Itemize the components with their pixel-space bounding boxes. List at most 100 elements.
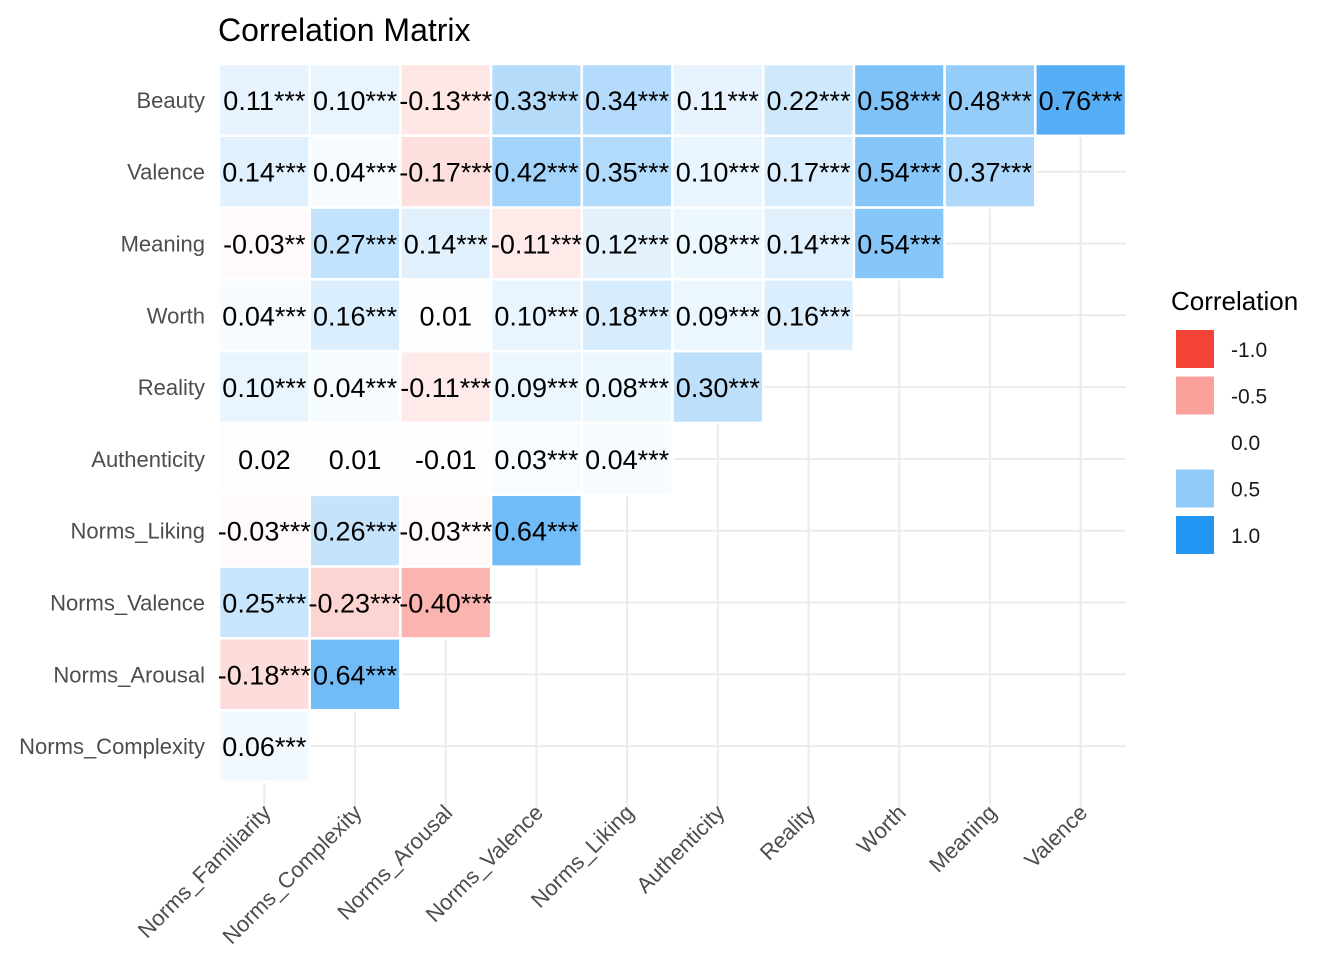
heatmap-cell [580, 421, 674, 497]
cell-value-label: 0.09*** [676, 301, 761, 331]
heatmap-cell [489, 134, 584, 209]
cell-value-label: 0.09*** [494, 373, 579, 403]
cell-value-label: 0.14*** [767, 230, 852, 260]
cell-value-label: 0.03*** [494, 445, 579, 475]
cell-value-label: 0.06*** [222, 732, 307, 762]
y-tick-label: Reality [138, 375, 205, 400]
y-tick-label: Valence [127, 160, 205, 185]
cell-labels: 0.11*** 0.10*** -0.13*** 0.33*** 0.34*** 0.11… [218, 86, 1123, 762]
legend-key [1176, 469, 1214, 508]
cell-value-label: 0.10*** [313, 86, 398, 116]
cell-value-label: -0.23*** [309, 589, 403, 619]
cell-value-label: -0.01 [415, 445, 477, 475]
legend-label: 0.5 [1231, 479, 1260, 502]
legend-key [1176, 376, 1214, 415]
heatmap-cell [489, 421, 584, 497]
heatmap-cell [1034, 62, 1128, 138]
x-tick-label: Meaning [924, 800, 1001, 877]
heatmap-cell [580, 349, 674, 425]
cell-value-label: -0.03*** [399, 517, 493, 547]
cell-value-label: -0.11*** [491, 230, 583, 260]
x-axis-tick-labels: Norms_FamiliarityNorms_ComplexityNorms_A… [133, 800, 1092, 949]
legend-label: 0.0 [1231, 432, 1260, 455]
cell-value-label: 0.42*** [494, 158, 579, 188]
heatmap-cell [852, 206, 946, 281]
heatmap-cell [399, 565, 493, 640]
cell-value-label: -0.40*** [399, 589, 493, 619]
cell-value-label: 0.10*** [222, 373, 307, 403]
cell-value-label: 0.26*** [313, 517, 398, 547]
cell-value-label: 0.33*** [494, 86, 579, 116]
heatmap-cell [489, 278, 584, 353]
heatmap-cell [217, 134, 311, 209]
cell-value-label: 0.30*** [676, 373, 761, 403]
y-tick-label: Meaning [121, 232, 205, 257]
legend-key [1176, 330, 1214, 368]
cell-value-label: 0.58*** [857, 86, 942, 116]
cell-value-label: 0.04*** [313, 158, 398, 188]
y-tick-label: Norms_Liking [71, 519, 206, 544]
y-axis-tick-labels: Beauty Valence Meaning Worth Reality Authenti… [19, 88, 205, 759]
heatmap-cell [308, 637, 402, 712]
cell-value-label: -0.18*** [218, 660, 312, 690]
heatmap-cell [217, 637, 311, 712]
cell-value-label: 0.11*** [223, 86, 306, 116]
cell-value-label: 0.01 [329, 445, 382, 475]
heatmap-cell [399, 62, 493, 138]
heatmap-cell [671, 278, 765, 353]
cell-value-label: 0.22*** [767, 86, 852, 116]
cell-value-label: 0.16*** [767, 301, 852, 331]
cell-value-label: 0.08*** [676, 230, 761, 260]
legend-label: 1.0 [1231, 525, 1260, 548]
cell-value-label: 0.64*** [313, 660, 398, 690]
heatmap-cell [308, 62, 402, 138]
cell-value-label: -0.03** [223, 230, 306, 260]
y-tick-label: Norms_Valence [50, 591, 205, 616]
chart-title: Correlation Matrix [218, 12, 471, 48]
heatmap-cells [217, 62, 1128, 784]
heatmap-cell [852, 62, 946, 138]
cell-value-label: 0.04*** [585, 445, 670, 475]
cell-value-label: -0.13*** [399, 86, 493, 116]
cell-value-label: 0.34*** [585, 86, 670, 116]
cell-value-label: -0.03*** [218, 517, 312, 547]
cell-value-label: 0.54*** [857, 158, 942, 188]
y-tick-label: Norms_Arousal [53, 662, 205, 687]
heatmap-cell [943, 134, 1037, 209]
cell-value-label: 0.25*** [222, 589, 307, 619]
cell-value-label: 0.02 [238, 445, 291, 475]
cell-value-label: 0.54*** [857, 230, 942, 260]
heatmap-cell [399, 134, 493, 209]
legend-label: -1.0 [1231, 339, 1267, 362]
heatmap-cell [308, 349, 402, 425]
cell-value-label: 0.08*** [585, 373, 670, 403]
y-tick-label: Beauty [137, 88, 206, 113]
cell-value-label: 0.27*** [313, 230, 398, 260]
cell-value-label: 0.01 [419, 301, 472, 331]
cell-value-label: 0.04*** [313, 373, 398, 403]
cell-value-label: 0.18*** [585, 301, 670, 331]
legend: Correlation -1.0 -0.5 0.0 0.5 1.0 [1171, 286, 1298, 554]
legend-title: Correlation [1171, 286, 1298, 316]
heatmap-cell [761, 278, 856, 353]
cell-value-label: 0.64*** [494, 517, 579, 547]
heatmap-cell [671, 206, 765, 281]
cell-value-label: 0.14*** [404, 230, 489, 260]
legend-label: -0.5 [1231, 386, 1267, 409]
y-tick-label: Worth [147, 303, 205, 328]
x-tick-label: Authenticity [631, 800, 729, 898]
x-tick-label: Reality [755, 800, 820, 865]
cell-value-label: -0.17*** [399, 158, 493, 188]
heatmap-cell [671, 134, 765, 209]
cell-value-label: 0.37*** [948, 158, 1033, 188]
heatmap-cell [217, 493, 311, 568]
cell-value-label: 0.14*** [222, 158, 307, 188]
cell-value-label: 0.10*** [494, 301, 579, 331]
heatmap-cell [308, 278, 402, 353]
heatmap-cell [489, 493, 584, 568]
cell-value-label: 0.76*** [1039, 86, 1124, 116]
x-tick-label: Valence [1019, 800, 1092, 873]
heatmap-cell [217, 206, 311, 281]
cell-value-label: 0.17*** [767, 158, 852, 188]
heatmap-cell [399, 278, 493, 353]
